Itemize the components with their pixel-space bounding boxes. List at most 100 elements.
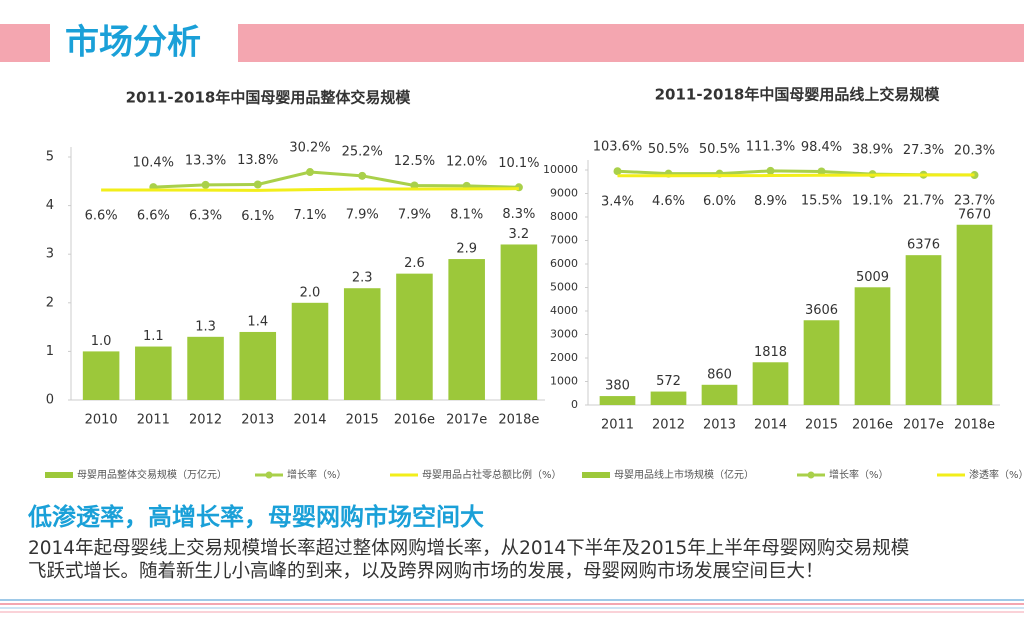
y-tick-label: 1 [46, 344, 54, 359]
x-tick-label: 2015 [805, 418, 838, 433]
bar [396, 273, 433, 400]
x-tick-label: 2012 [189, 413, 222, 428]
line-label: 7.9% [398, 207, 431, 222]
legend-swatch [45, 472, 73, 478]
x-tick-label: 2018e [954, 418, 995, 433]
bar [291, 302, 329, 400]
y-tick-label: 4000 [550, 304, 578, 317]
line-marker [817, 167, 826, 176]
legend-label: 母婴用品整体交易规模（万亿元） [77, 468, 227, 481]
y-tick-label: 3 [46, 247, 54, 262]
line [617, 173, 975, 178]
legend-swatch [582, 472, 610, 478]
y-tick-label: 8000 [550, 210, 578, 223]
line-label: 15.5% [801, 194, 842, 209]
x-tick-label: 2018e [498, 413, 539, 428]
slide-title: 市场分析 [65, 23, 201, 63]
bar-label: 3606 [805, 303, 838, 318]
legend-marker [265, 471, 273, 479]
line-label: 98.4% [801, 140, 842, 155]
header-bar [238, 24, 1024, 62]
bar-label: 380 [605, 379, 630, 394]
line-label: 8.3% [502, 207, 535, 222]
line-label: 38.9% [852, 143, 893, 158]
x-tick-label: 2014 [293, 413, 326, 428]
headline: 低渗透率，高增长率，母婴网购市场空间大 [27, 503, 484, 531]
line [153, 170, 519, 189]
line-label: 50.5% [648, 142, 689, 157]
legend-marker [807, 471, 815, 479]
line-label: 7.1% [293, 208, 326, 223]
bar-label: 1.3 [195, 319, 216, 334]
legend-label: 渗透率（%） [969, 468, 1024, 481]
bar [752, 362, 789, 405]
line-marker [306, 168, 314, 177]
y-tick-label: 5000 [550, 281, 578, 294]
bar [956, 224, 993, 405]
line-marker [766, 166, 775, 175]
y-tick-label: 0 [571, 398, 578, 411]
bar-label: 860 [707, 367, 732, 382]
bar-label: 572 [656, 374, 681, 389]
x-tick-label: 2013 [703, 418, 736, 433]
bar [599, 396, 636, 405]
bar [650, 391, 687, 405]
bar-label: 6376 [907, 238, 940, 253]
line-label: 25.2% [342, 144, 383, 159]
line-marker [358, 171, 367, 180]
chart-title: 2011-2018年中国母婴用品线上交易规模 [655, 86, 941, 104]
legend-label: 增长率（%） [829, 468, 889, 481]
bar [187, 336, 224, 400]
bar [343, 288, 381, 400]
line [101, 187, 519, 192]
line-label: 8.1% [450, 207, 483, 222]
x-tick-label: 2013 [241, 413, 274, 428]
line-label: 6.0% [703, 194, 736, 209]
y-tick-label: 1000 [550, 375, 578, 388]
bar [854, 287, 891, 405]
line-label: 7.9% [346, 207, 379, 222]
bar-label: 2.6 [404, 256, 425, 271]
body-text: 飞跃式增长。随着新生儿小高峰的到来，以及跨界网购市场的发展，母婴网购市场发展空间… [28, 561, 824, 582]
x-tick-label: 2010 [85, 413, 118, 428]
bar-label: 7670 [958, 207, 991, 222]
x-tick-label: 2014 [754, 418, 787, 433]
y-tick-label: 2 [46, 295, 54, 310]
x-tick-label: 2016e [852, 418, 893, 433]
bar [135, 346, 172, 400]
line-label: 6.3% [189, 209, 222, 224]
x-tick-label: 2011 [601, 418, 634, 433]
line-label: 6.1% [241, 209, 274, 224]
y-tick-label: 6000 [550, 257, 578, 270]
line-label: 13.8% [237, 153, 278, 168]
line-label: 20.3% [954, 144, 995, 159]
y-tick-label: 0 [46, 393, 54, 408]
bar-label: 1.1 [143, 329, 164, 344]
line-label: 6.6% [85, 208, 118, 223]
line-label: 21.7% [903, 193, 944, 208]
line-label: 13.3% [185, 153, 226, 168]
line-label: 3.4% [601, 194, 634, 209]
line-label: 8.9% [754, 194, 787, 209]
bar [905, 255, 942, 405]
legend-label: 母婴用品线上市场规模（亿元） [614, 468, 754, 481]
bar [803, 320, 840, 405]
x-tick-label: 2015 [346, 413, 379, 428]
bar-label: 2.0 [300, 285, 321, 300]
line-label: 19.1% [852, 194, 893, 209]
line-label: 4.6% [652, 194, 685, 209]
x-tick-label: 2016e [394, 413, 435, 428]
bar [239, 331, 277, 400]
line-label: 10.1% [498, 156, 539, 171]
x-tick-label: 2017e [903, 418, 944, 433]
line-label: 30.2% [289, 141, 330, 156]
bar-label: 1.0 [91, 334, 112, 349]
y-tick-label: 4 [46, 198, 54, 213]
legend-label: 增长率（%） [287, 468, 347, 481]
y-tick-label: 10000 [543, 163, 578, 176]
y-tick-label: 9000 [550, 187, 578, 200]
y-tick-label: 5 [46, 150, 54, 165]
line-marker [613, 167, 622, 176]
bar [701, 384, 738, 405]
